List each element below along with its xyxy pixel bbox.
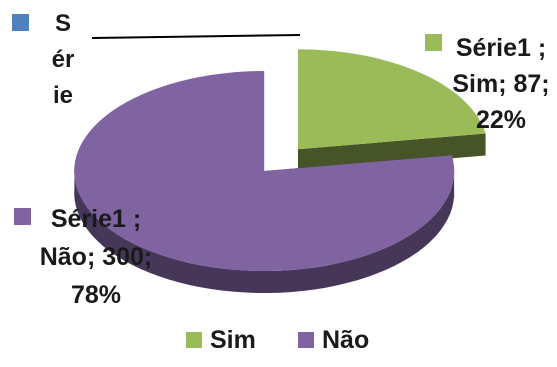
- legend-label-nao: Não: [322, 325, 370, 354]
- title-series-marker: [12, 14, 29, 31]
- pie-slice-sim-face-1: [297, 133, 486, 172]
- legend-swatch-sim: [186, 332, 202, 348]
- legend-swatch-nao: [298, 332, 314, 348]
- pie-slice-nao: [74, 71, 455, 272]
- legend-label-sim: Sim: [210, 325, 256, 354]
- legend-item-sim: Sim: [186, 322, 256, 358]
- data-label-nao: Série1 ; Não; 300; 78%: [39, 205, 153, 309]
- chart-title: Série: [51, 10, 75, 109]
- title-underline: [91, 34, 301, 39]
- pie-slice-nao-side: [74, 166, 455, 293]
- data-label-sim: Série1 ; Sim; 87; 22%: [452, 34, 550, 134]
- data-label-sim-marker: [425, 34, 442, 51]
- legend-item-nao: Não: [298, 322, 369, 358]
- data-label-nao-marker: [14, 208, 31, 225]
- pie-slice-sim: [297, 49, 486, 150]
